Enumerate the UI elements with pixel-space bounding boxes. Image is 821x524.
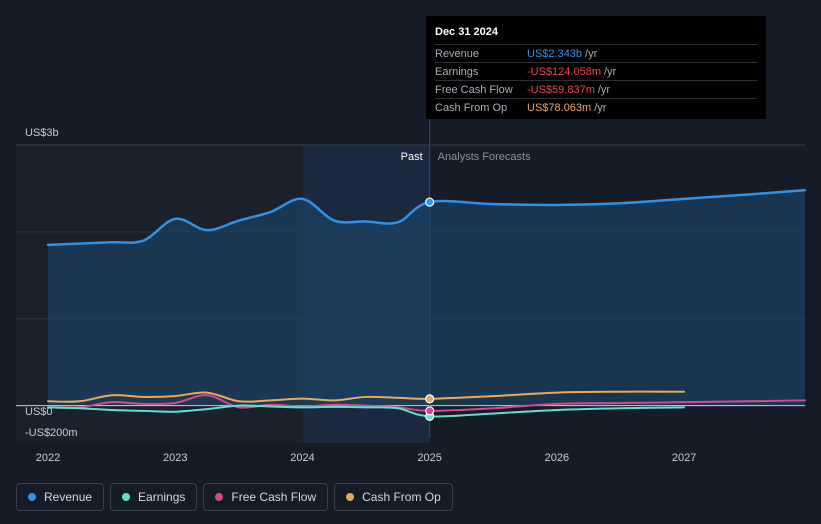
- marker-free-cash-flow: [425, 406, 435, 416]
- legend-dot-icon: [28, 493, 36, 501]
- tooltip-value: -US$59.837m: [527, 83, 595, 96]
- tooltip-value: -US$124.058m: [527, 65, 601, 78]
- series-line-free-cash-flow: [47, 394, 806, 412]
- legend-dot-icon: [122, 493, 131, 501]
- tooltip-label: Revenue: [435, 47, 480, 60]
- tooltip-label: Free Cash Flow: [435, 83, 513, 96]
- tooltip-unit: /yr: [597, 83, 611, 96]
- legend-dot-icon: [346, 493, 355, 501]
- x-tick-label: 2026: [545, 452, 569, 464]
- legend-item-free-cash-flow[interactable]: Free Cash Flow: [203, 483, 329, 511]
- legend-item-revenue[interactable]: Revenue: [16, 483, 105, 511]
- y-axis-label-zero: US$0: [25, 406, 53, 418]
- legend-item-earnings[interactable]: Earnings: [110, 483, 198, 511]
- tooltip-value: US$78.063m: [527, 101, 592, 114]
- tooltip-row-earnings: Earnings -US$124.058m /yr: [435, 62, 757, 80]
- tooltip-unit: /yr: [585, 47, 598, 60]
- legend-label: Free Cash Flow: [231, 490, 317, 504]
- x-tick-label: 2027: [672, 452, 696, 464]
- tooltip-row-cash-from-op: Cash From Op US$78.063m /yr: [435, 98, 757, 116]
- tooltip-row-revenue: Revenue US$2.343b /yr: [435, 44, 757, 62]
- tooltip-unit: /yr: [604, 65, 617, 78]
- past-label: Past: [401, 151, 423, 163]
- forecast-label: Analysts Forecasts: [438, 151, 531, 163]
- revenue-area: [48, 190, 805, 406]
- tooltip-date: Dec 31 2024: [435, 26, 498, 38]
- tooltip-row-free-cash-flow: Free Cash Flow -US$59.837m /yr: [435, 80, 757, 98]
- tooltip-label: Cash From Op: [435, 101, 508, 114]
- series-line-cash-from-op: [47, 390, 686, 403]
- x-tick-label: 2025: [417, 452, 441, 464]
- legend-item-cash-from-op[interactable]: Cash From Op: [334, 483, 453, 511]
- x-tick-label: 2023: [163, 452, 187, 464]
- y-axis-label-bottom: -US$200m: [25, 427, 78, 439]
- marker-revenue: [425, 197, 435, 207]
- tooltip-value: US$2.343b: [527, 47, 583, 60]
- legend-label: Cash From Op: [362, 490, 441, 504]
- legend: Revenue Earnings Free Cash Flow Cash Fro…: [16, 483, 453, 511]
- marker-cash-from-op: [425, 394, 435, 404]
- y-axis-label-top: US$3b: [25, 127, 59, 139]
- x-tick-label: 2024: [290, 452, 314, 464]
- series-line-revenue: [46, 188, 807, 247]
- series-line-earnings: [47, 404, 686, 418]
- tooltip-label: Earnings: [435, 65, 479, 78]
- legend-dot-icon: [215, 493, 224, 501]
- legend-label: Revenue: [44, 490, 93, 504]
- legend-label: Earnings: [138, 490, 186, 504]
- x-tick-label: 2022: [36, 452, 60, 464]
- tooltip: Dec 31 2024 Revenue US$2.343b /yr Earnin…: [426, 16, 766, 119]
- tooltip-unit: /yr: [594, 101, 607, 114]
